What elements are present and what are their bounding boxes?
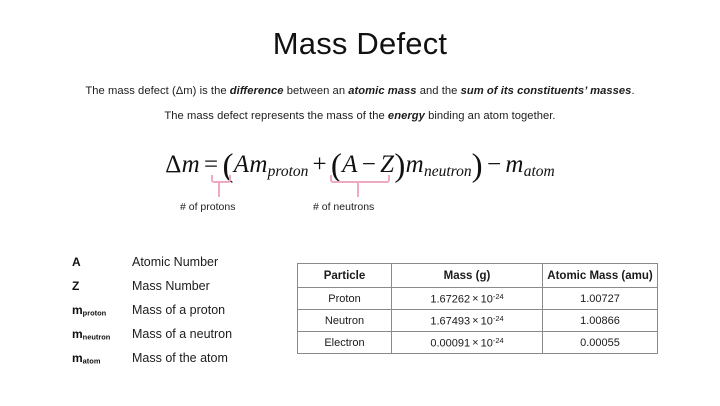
legend-symbol: A xyxy=(72,255,132,270)
subtitle-line-1: The mass defect (Δm) is the difference b… xyxy=(0,85,720,97)
equation-open-paren: ( xyxy=(222,148,234,184)
underbrace-protons-stem xyxy=(218,181,220,197)
particle-mass-table: Particle Mass (g) Atomic Mass (amu) Prot… xyxy=(297,263,658,354)
subtitle-1-emphasis-atomic-mass: atomic mass xyxy=(348,85,417,97)
legend-meaning: Atomic Number xyxy=(132,255,219,269)
multiplication-sign: × xyxy=(472,337,479,350)
legend-meaning: Mass of the atom xyxy=(132,351,228,365)
equation-term1-coefficient: A xyxy=(233,151,250,178)
subtitle-2-part-1: The mass defect represents the mass of t… xyxy=(164,110,388,122)
equation-close-paren: ) xyxy=(471,148,483,184)
table-row: Proton 1.67262 × 10-24 1.00727 xyxy=(297,287,658,310)
equation-equals: = xyxy=(204,151,219,178)
legend-symbol: mproton xyxy=(72,303,132,318)
legend-symbol-base: m xyxy=(72,303,83,317)
underbrace-neutrons-stem xyxy=(357,181,359,197)
equation-lhs-m: m xyxy=(181,151,201,178)
legend-symbol-base: m xyxy=(72,327,83,341)
equation-plus: + xyxy=(312,151,327,178)
equation-block: Δm = (Amproton + (A − Z)mneutron) − matom xyxy=(0,148,720,185)
subtitle-1-part-4: . xyxy=(631,85,635,97)
column-header-atomic-mass-amu: Atomic Mass (amu) xyxy=(542,263,658,288)
equation-group-close-paren: ) xyxy=(394,148,406,184)
legend-symbol: Z xyxy=(72,279,132,294)
list-item: matom Mass of the atom xyxy=(72,351,232,375)
subtitle-1-emphasis-sum-constituents: sum of its constituents’ masses xyxy=(460,85,632,97)
equation-minus: − xyxy=(486,151,502,178)
mass-base: 10 xyxy=(480,315,493,328)
underbrace-protons xyxy=(211,175,231,183)
table-row: Neutron 1.67493 × 10-24 1.00866 xyxy=(297,309,658,332)
cell-atomic-mass-amu: 1.00866 xyxy=(542,309,658,332)
mass-exponent: -24 xyxy=(492,335,504,345)
mass-mantissa: 1.67493 xyxy=(430,315,471,328)
symbol-legend: A Atomic Number Z Mass Number mproton Ma… xyxy=(72,255,232,375)
cell-atomic-mass-amu: 1.00727 xyxy=(542,287,658,310)
legend-meaning: Mass Number xyxy=(132,279,210,293)
mass-mantissa: 1.67262 xyxy=(430,293,471,306)
subtitle-1-part-3: and the xyxy=(416,85,461,97)
subtitle-2-emphasis-energy: energy xyxy=(387,110,425,122)
callout-number-of-protons: # of protons xyxy=(180,201,236,213)
cell-atomic-mass-amu: 0.00055 xyxy=(542,331,658,354)
legend-symbol-base: Z xyxy=(72,279,80,293)
cell-mass-g: 0.00091 × 10-24 xyxy=(391,331,543,354)
table-header-row: Particle Mass (g) Atomic Mass (amu) xyxy=(297,263,658,288)
table-row: Electron 0.00091 × 10-24 0.00055 xyxy=(297,331,658,354)
multiplication-sign: × xyxy=(472,293,479,306)
page-title: Mass Defect xyxy=(272,26,448,61)
callout-number-of-neutrons: # of neutrons xyxy=(313,201,375,213)
equation-group-Z: Z xyxy=(380,151,395,178)
legend-meaning: Mass of a neutron xyxy=(132,327,233,341)
mass-exponent: -24 xyxy=(492,313,504,323)
subtitle-line-2: The mass defect represents the mass of t… xyxy=(0,110,720,122)
mass-base: 10 xyxy=(480,337,493,350)
equation-term3-subscript: atom xyxy=(523,162,555,180)
legend-meaning: Mass of a proton xyxy=(132,303,226,317)
legend-symbol-base: m xyxy=(72,351,83,365)
equation-term2-m: m xyxy=(405,151,424,178)
subtitle-1-part-2: between an xyxy=(283,85,349,97)
particle-mass-table-wrapper: Particle Mass (g) Atomic Mass (amu) Prot… xyxy=(297,263,658,354)
subtitle-1-emphasis-difference: difference xyxy=(229,85,284,97)
legend-symbol-subscript: atom xyxy=(82,356,101,366)
legend-symbol-base: A xyxy=(72,255,81,269)
equation-delta: Δ xyxy=(165,151,182,178)
underbrace-neutrons xyxy=(330,175,390,183)
legend-symbol-subscript: proton xyxy=(82,308,107,318)
mass-exponent: -24 xyxy=(492,291,504,301)
mass-defect-equation: Δm = (Amproton + (A − Z)mneutron) − matom xyxy=(165,148,554,185)
mass-base: 10 xyxy=(480,293,493,306)
multiplication-sign: × xyxy=(472,315,479,328)
cell-particle: Proton xyxy=(297,287,392,310)
equation-term1-subscript: proton xyxy=(267,162,309,180)
column-header-particle: Particle xyxy=(297,263,392,288)
legend-symbol: matom xyxy=(72,351,132,366)
column-header-mass-g: Mass (g) xyxy=(391,263,543,288)
equation-term2-subscript: neutron xyxy=(424,162,472,180)
legend-symbol: mneutron xyxy=(72,327,132,342)
list-item: Z Mass Number xyxy=(72,279,232,303)
equation-group-minus: − xyxy=(361,151,377,178)
cell-particle: Neutron xyxy=(297,309,392,332)
cell-mass-g: 1.67262 × 10-24 xyxy=(391,287,543,310)
equation-term3-m: m xyxy=(505,151,524,178)
equation-group-open-paren: ( xyxy=(330,148,343,184)
equation-term1-m: m xyxy=(249,151,268,178)
cell-mass-g: 1.67493 × 10-24 xyxy=(391,309,543,332)
list-item: mproton Mass of a proton xyxy=(72,303,232,327)
subtitle-1-part-1: The mass defect (Δm) is the xyxy=(85,85,230,97)
list-item: mneutron Mass of a neutron xyxy=(72,327,232,351)
list-item: A Atomic Number xyxy=(72,255,232,279)
mass-mantissa: 0.00091 xyxy=(430,337,471,350)
cell-particle: Electron xyxy=(297,331,392,354)
legend-symbol-subscript: neutron xyxy=(82,332,111,342)
subtitle-2-part-2: binding an atom together. xyxy=(424,110,556,122)
equation-group-A: A xyxy=(342,151,358,178)
